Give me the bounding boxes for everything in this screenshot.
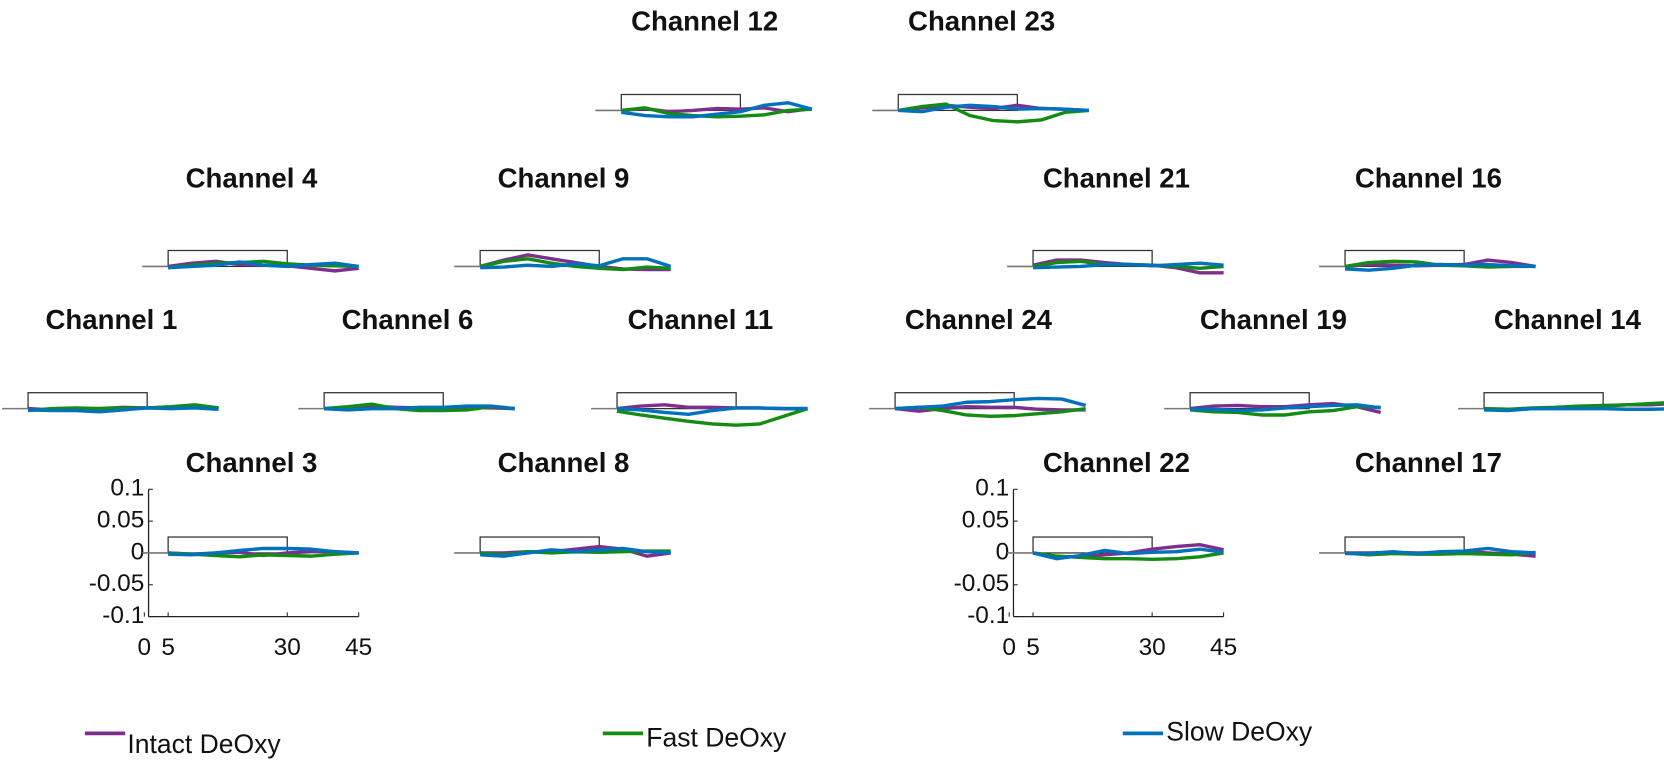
- panel-title: Channel 1: [46, 304, 178, 335]
- panel-title: Channel 17: [1355, 447, 1502, 478]
- series-line: [480, 257, 672, 270]
- y-tick-label: 0.1: [110, 475, 144, 502]
- y-tick-label: 0.05: [97, 507, 144, 534]
- panel-title: Channel 6: [342, 304, 474, 335]
- series-line: [1190, 403, 1381, 413]
- y-tick-label: 0.1: [975, 475, 1009, 502]
- x-tick-label: 30: [1139, 634, 1166, 661]
- x-tick-label: 5: [161, 634, 175, 661]
- panel-title: Channel 16: [1355, 163, 1502, 194]
- panel-title: Channel 8: [498, 447, 630, 478]
- series-line: [1189, 405, 1381, 417]
- panel-title: Channel 23: [908, 6, 1055, 37]
- series-line: [1032, 261, 1224, 270]
- panel-title: Channel 14: [1494, 304, 1642, 335]
- y-tick-label: -0.1: [967, 602, 1009, 629]
- x-tick-label: 45: [345, 634, 372, 661]
- series-line: [616, 407, 809, 427]
- series-line: [1344, 262, 1536, 272]
- panel-title: Channel 21: [1043, 163, 1190, 194]
- series-line: [897, 102, 1089, 124]
- series-line: [898, 103, 1089, 114]
- x-tick-label: 0: [138, 634, 152, 661]
- series-line: [324, 404, 515, 412]
- x-tick-label: 0: [1002, 634, 1016, 661]
- panel-title: Channel 24: [905, 304, 1053, 335]
- series-line: [168, 546, 359, 557]
- stimulus-box: [167, 249, 288, 268]
- legend-label: Intact DeOxy: [127, 729, 281, 759]
- y-tick-label: -0.1: [102, 602, 144, 629]
- panel-title: Channel 11: [628, 304, 774, 335]
- y-tick-label: 0: [131, 538, 145, 565]
- series-line: [616, 406, 808, 417]
- legend-label: Slow DeOxy: [1166, 716, 1313, 746]
- panel-title: Channel 4: [186, 163, 318, 194]
- panel-title: Channel 19: [1200, 304, 1347, 335]
- series-line: [621, 106, 812, 119]
- x-tick-label: 30: [274, 634, 301, 661]
- series-line: [1484, 406, 1664, 413]
- series-line: [894, 405, 1086, 413]
- x-tick-label: 45: [1210, 634, 1237, 661]
- panel-title: Channel 9: [498, 163, 630, 194]
- series-line: [1345, 546, 1536, 556]
- y-tick-label: -0.05: [954, 570, 1010, 597]
- series-line: [480, 546, 671, 558]
- series-line: [28, 406, 219, 414]
- series-line: [894, 396, 1087, 411]
- y-tick-label: -0.05: [89, 570, 145, 597]
- series-line: [27, 403, 219, 413]
- panel-title: Channel 12: [631, 6, 778, 37]
- series-line: [621, 101, 813, 119]
- panel-title: Channel 22: [1043, 447, 1190, 478]
- y-tick-label: 0.05: [962, 507, 1009, 534]
- y-tick-label: 0: [996, 538, 1010, 565]
- panel-title: Channel 3: [186, 447, 318, 478]
- x-tick-label: 5: [1026, 634, 1040, 661]
- series-line: [1032, 547, 1224, 561]
- series-line: [168, 260, 359, 270]
- legend-label: Fast DeOxy: [646, 723, 787, 753]
- stimulus-box: [616, 392, 737, 410]
- series-line: [479, 257, 671, 272]
